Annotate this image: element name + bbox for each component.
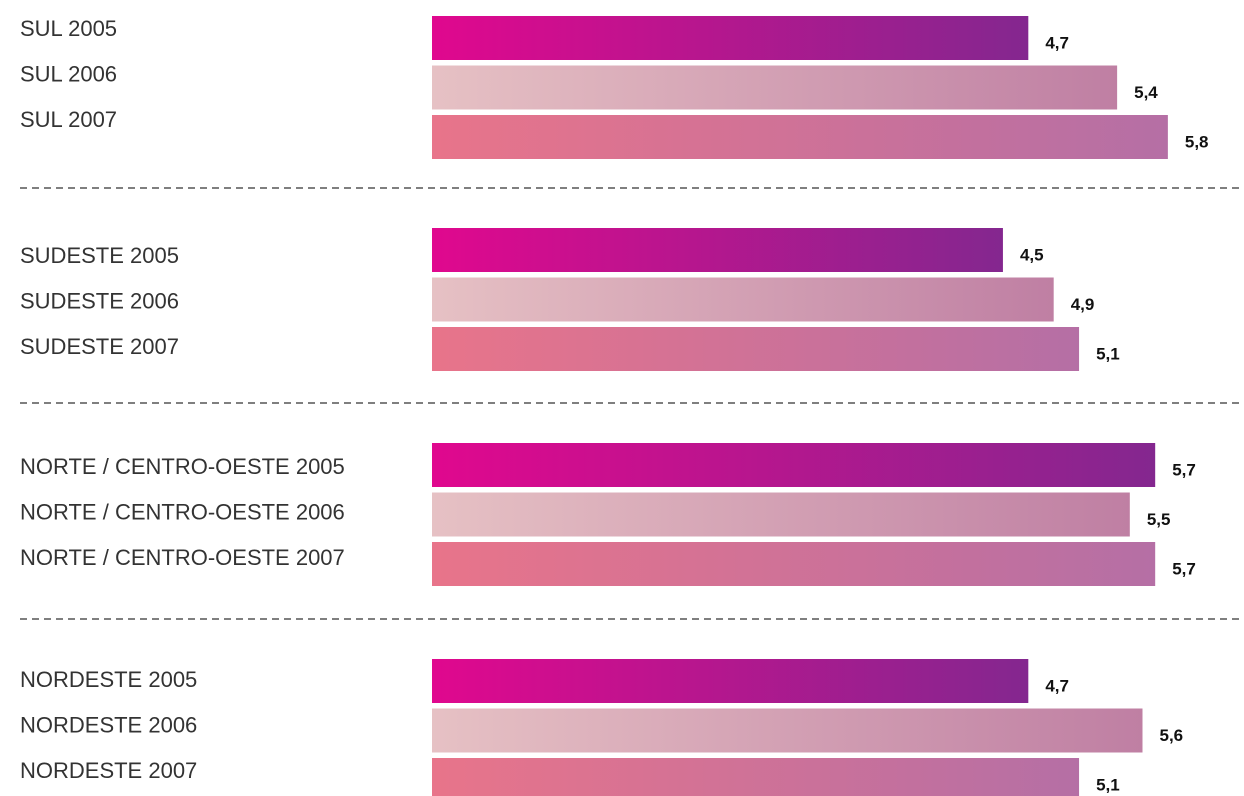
bar: [432, 659, 1029, 703]
bar: [432, 115, 1168, 159]
value-label: 5,8: [1185, 132, 1209, 151]
category-label: SUDESTE 2006: [20, 288, 179, 313]
bar: [432, 443, 1156, 487]
bar: [432, 492, 1130, 537]
value-label: 5,6: [1160, 726, 1184, 745]
value-label: 5,7: [1172, 559, 1196, 578]
value-label: 5,5: [1147, 510, 1171, 529]
category-label: NORDESTE 2005: [20, 667, 197, 692]
value-label: 4,5: [1020, 245, 1044, 264]
value-label: 4,7: [1045, 33, 1069, 52]
category-label: NORDESTE 2006: [20, 712, 197, 737]
bar: [432, 708, 1143, 753]
bar: [432, 758, 1080, 796]
value-label: 4,9: [1071, 295, 1095, 314]
category-label: SUL 2005: [20, 16, 117, 41]
value-label: 4,7: [1045, 676, 1069, 695]
category-label: NORDESTE 2007: [20, 758, 197, 783]
bar: [432, 16, 1029, 60]
category-label: NORTE / CENTRO-OESTE 2005: [20, 454, 345, 479]
category-label: SUL 2007: [20, 107, 117, 132]
category-label: NORTE / CENTRO-OESTE 2007: [20, 545, 345, 570]
bar: [432, 228, 1003, 272]
bar: [432, 65, 1118, 110]
value-label: 5,4: [1134, 83, 1158, 102]
bar: [432, 327, 1080, 371]
bar: [432, 277, 1054, 322]
category-label: NORTE / CENTRO-OESTE 2006: [20, 499, 345, 524]
bar: [432, 542, 1156, 586]
value-label: 5,7: [1172, 460, 1196, 479]
category-label: SUL 2006: [20, 61, 117, 86]
value-label: 5,1: [1096, 344, 1120, 363]
category-label: SUDESTE 2007: [20, 334, 179, 359]
value-label: 5,1: [1096, 775, 1120, 794]
category-label: SUDESTE 2005: [20, 243, 179, 268]
